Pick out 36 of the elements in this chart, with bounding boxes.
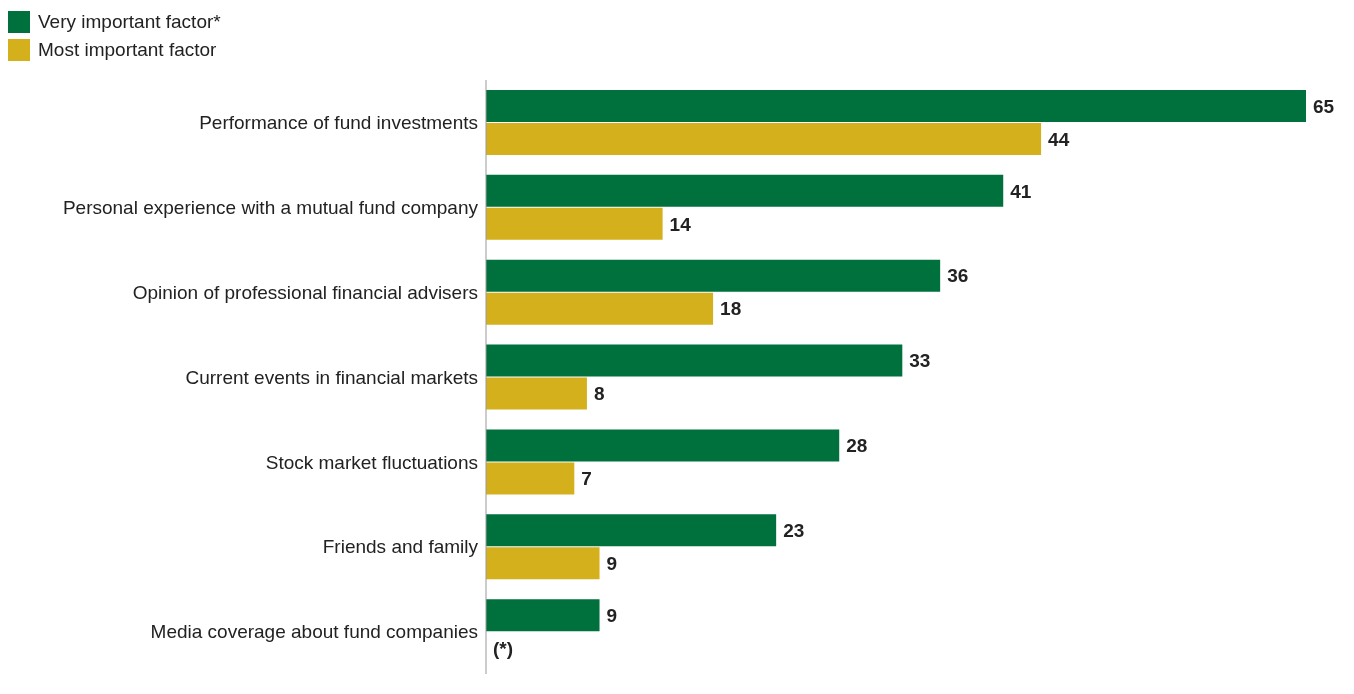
y-tick-label: Performance of fund investments xyxy=(199,112,478,134)
data-label: 65 xyxy=(1313,95,1335,117)
data-label: 8 xyxy=(593,383,605,405)
data-label: 36 xyxy=(947,265,969,287)
bar xyxy=(486,547,600,580)
y-tick-label: Stock market fluctuations xyxy=(265,451,478,473)
bar xyxy=(486,123,1042,155)
data-label: 14 xyxy=(669,213,692,235)
y-tick-label: Opinion of professional financial advisers xyxy=(132,281,478,303)
y-tick-label: Personal experience with a mutual fund company xyxy=(62,197,479,219)
data-label: 9 xyxy=(606,552,618,574)
bar xyxy=(486,174,1004,207)
legend-label: Very important factor* xyxy=(38,11,221,33)
data-label: 41 xyxy=(1010,180,1032,202)
data-label: 28 xyxy=(846,435,868,457)
data-label: 18 xyxy=(720,298,742,320)
bar xyxy=(486,344,903,377)
bar xyxy=(486,462,575,495)
y-tick-label: Friends and family xyxy=(322,536,479,558)
bar xyxy=(486,377,587,410)
bar xyxy=(486,429,840,462)
bar xyxy=(486,514,777,547)
data-label: 44 xyxy=(1048,128,1070,150)
bar xyxy=(486,599,600,632)
bar xyxy=(486,90,1306,122)
bar xyxy=(486,292,714,325)
bar xyxy=(486,259,941,292)
legend-label: Most important factor xyxy=(38,39,217,61)
bar xyxy=(486,207,663,240)
y-tick-label: Media coverage about fund companies xyxy=(150,621,478,643)
text: (*) xyxy=(493,637,514,659)
y-tick-label: Current events in financial markets xyxy=(185,366,478,388)
data-label: 33 xyxy=(909,350,931,372)
data-label: 9 xyxy=(606,604,618,626)
data-label: 23 xyxy=(783,519,805,541)
data-label: 7 xyxy=(581,468,592,490)
